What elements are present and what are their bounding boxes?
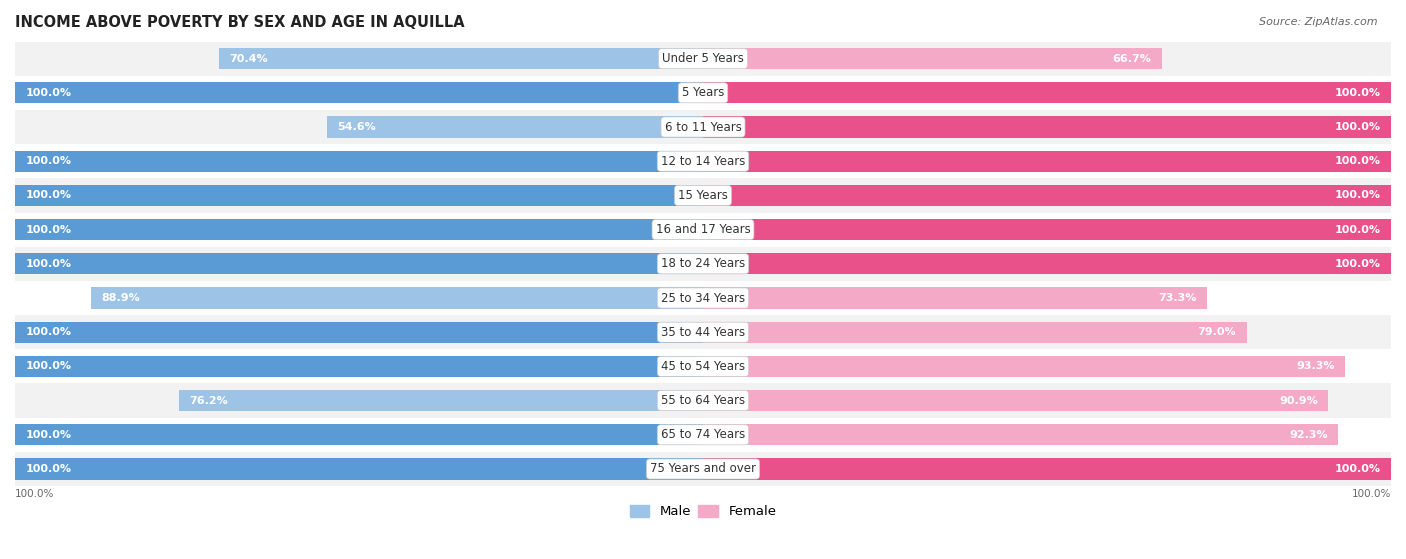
Text: 100.0%: 100.0% bbox=[25, 327, 72, 337]
Bar bbox=[15, 418, 1391, 452]
Text: 100.0%: 100.0% bbox=[25, 259, 72, 269]
Text: 5 Years: 5 Years bbox=[682, 86, 724, 100]
Bar bbox=[15, 281, 1391, 315]
Text: 100.0%: 100.0% bbox=[1334, 88, 1381, 98]
Text: 100.0%: 100.0% bbox=[15, 490, 55, 500]
Text: 25 to 34 Years: 25 to 34 Years bbox=[661, 291, 745, 305]
Text: 35 to 44 Years: 35 to 44 Years bbox=[661, 326, 745, 339]
Text: 100.0%: 100.0% bbox=[1334, 156, 1381, 166]
Bar bbox=[703, 253, 1391, 274]
Text: 100.0%: 100.0% bbox=[1351, 490, 1391, 500]
Text: 100.0%: 100.0% bbox=[25, 464, 72, 474]
Text: 100.0%: 100.0% bbox=[1334, 122, 1381, 132]
Text: 100.0%: 100.0% bbox=[1334, 464, 1381, 474]
Text: 18 to 24 Years: 18 to 24 Years bbox=[661, 257, 745, 271]
Bar bbox=[15, 75, 1391, 110]
Bar bbox=[703, 116, 1391, 138]
Bar bbox=[15, 178, 1391, 212]
Text: 100.0%: 100.0% bbox=[25, 191, 72, 201]
Bar bbox=[15, 349, 1391, 383]
Bar bbox=[703, 356, 1346, 377]
Bar bbox=[15, 424, 703, 446]
Text: 100.0%: 100.0% bbox=[1334, 191, 1381, 201]
Text: Under 5 Years: Under 5 Years bbox=[662, 52, 744, 65]
Text: 100.0%: 100.0% bbox=[25, 225, 72, 235]
Bar bbox=[15, 82, 703, 103]
Bar bbox=[91, 287, 703, 309]
Bar bbox=[15, 144, 1391, 178]
Text: 70.4%: 70.4% bbox=[229, 54, 267, 64]
Text: 100.0%: 100.0% bbox=[1334, 259, 1381, 269]
Bar bbox=[15, 452, 1391, 486]
Bar bbox=[219, 48, 703, 69]
Text: 100.0%: 100.0% bbox=[25, 156, 72, 166]
Bar bbox=[703, 321, 1247, 343]
Bar bbox=[15, 150, 703, 172]
Text: 66.7%: 66.7% bbox=[1112, 54, 1152, 64]
Bar bbox=[703, 424, 1339, 446]
Text: 54.6%: 54.6% bbox=[337, 122, 377, 132]
Text: 55 to 64 Years: 55 to 64 Years bbox=[661, 394, 745, 407]
Bar bbox=[703, 150, 1391, 172]
Bar bbox=[15, 253, 703, 274]
Text: 100.0%: 100.0% bbox=[25, 361, 72, 371]
Bar bbox=[15, 356, 703, 377]
Bar bbox=[15, 212, 1391, 247]
Bar bbox=[703, 458, 1391, 480]
Text: 100.0%: 100.0% bbox=[25, 430, 72, 440]
Bar bbox=[703, 48, 1161, 69]
Text: INCOME ABOVE POVERTY BY SEX AND AGE IN AQUILLA: INCOME ABOVE POVERTY BY SEX AND AGE IN A… bbox=[15, 15, 464, 30]
Text: 45 to 54 Years: 45 to 54 Years bbox=[661, 360, 745, 373]
Text: 16 and 17 Years: 16 and 17 Years bbox=[655, 223, 751, 236]
Bar bbox=[328, 116, 703, 138]
Bar bbox=[15, 41, 1391, 75]
Text: 100.0%: 100.0% bbox=[25, 88, 72, 98]
Text: 12 to 14 Years: 12 to 14 Years bbox=[661, 155, 745, 168]
Text: 88.9%: 88.9% bbox=[101, 293, 141, 303]
Text: Source: ZipAtlas.com: Source: ZipAtlas.com bbox=[1260, 17, 1378, 27]
Bar bbox=[703, 82, 1391, 103]
Text: 15 Years: 15 Years bbox=[678, 189, 728, 202]
Text: 75 Years and over: 75 Years and over bbox=[650, 462, 756, 476]
Bar bbox=[703, 185, 1391, 206]
Text: 92.3%: 92.3% bbox=[1289, 430, 1327, 440]
Bar bbox=[703, 287, 1208, 309]
Bar bbox=[15, 247, 1391, 281]
Bar bbox=[703, 219, 1391, 240]
Bar bbox=[15, 315, 1391, 349]
Bar bbox=[15, 219, 703, 240]
Bar bbox=[15, 383, 1391, 418]
Text: 6 to 11 Years: 6 to 11 Years bbox=[665, 121, 741, 134]
Text: 76.2%: 76.2% bbox=[188, 396, 228, 406]
Bar bbox=[15, 185, 703, 206]
Bar bbox=[703, 390, 1329, 411]
Bar bbox=[15, 110, 1391, 144]
Text: 73.3%: 73.3% bbox=[1159, 293, 1197, 303]
Legend: Male, Female: Male, Female bbox=[624, 500, 782, 524]
Bar bbox=[15, 321, 703, 343]
Text: 79.0%: 79.0% bbox=[1198, 327, 1236, 337]
Bar bbox=[15, 458, 703, 480]
Text: 100.0%: 100.0% bbox=[1334, 225, 1381, 235]
Text: 93.3%: 93.3% bbox=[1296, 361, 1334, 371]
Bar bbox=[179, 390, 703, 411]
Text: 65 to 74 Years: 65 to 74 Years bbox=[661, 428, 745, 441]
Text: 90.9%: 90.9% bbox=[1279, 396, 1317, 406]
